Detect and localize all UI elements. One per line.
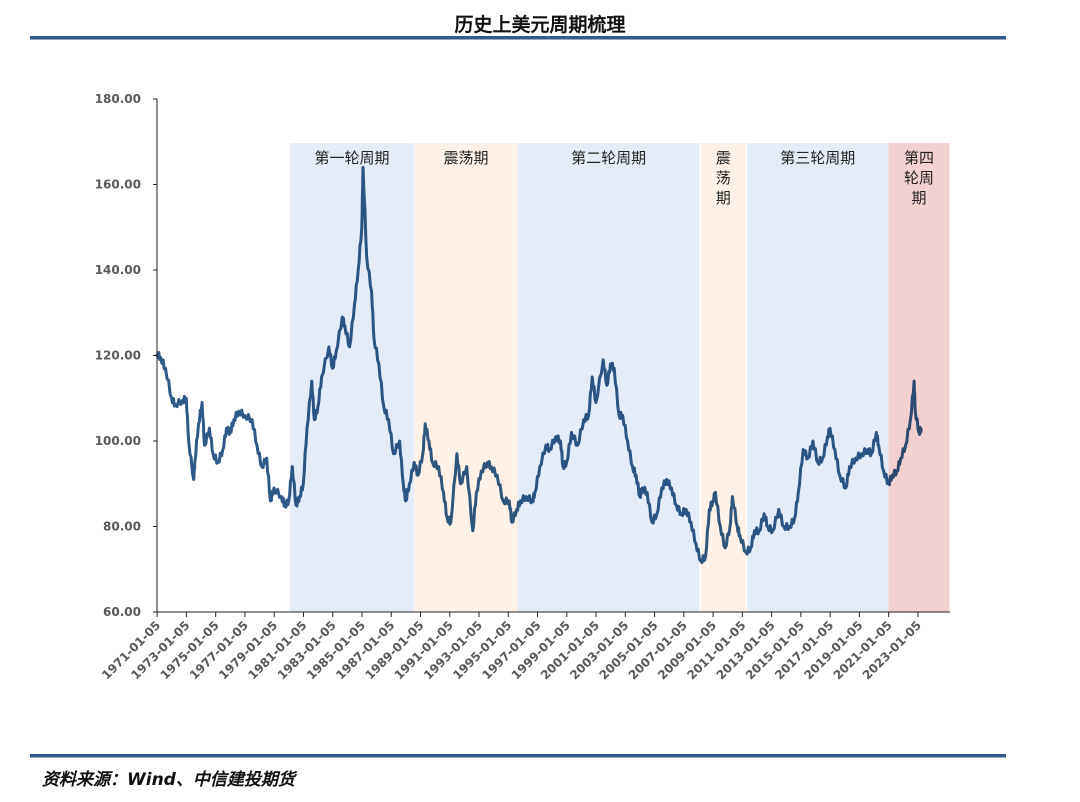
title-divider <box>30 36 1006 40</box>
y-tick-label: 80.00 <box>103 520 141 534</box>
band-2 <box>414 143 518 612</box>
band-label: 第一轮周期 <box>314 149 390 168</box>
band-label: 第二轮周期 <box>571 149 647 168</box>
band-label: 震荡期 <box>715 149 731 208</box>
band-label: 第三轮周期 <box>780 149 856 168</box>
band-4 <box>700 143 746 612</box>
footer-divider <box>30 754 1006 758</box>
y-tick-label: 180.00 <box>95 92 141 106</box>
band-6 <box>888 143 950 612</box>
band-label: 第四轮周期 <box>903 149 934 208</box>
band-1 <box>289 143 415 612</box>
page-title: 历史上美元周期梳理 <box>454 14 626 36</box>
band-3 <box>517 143 700 612</box>
y-tick-label: 140.00 <box>95 263 141 277</box>
band-label: 震荡期 <box>443 149 489 168</box>
y-tick-label: 160.00 <box>95 178 141 192</box>
y-tick-label: 100.00 <box>95 434 141 448</box>
source-note: 资料来源：Wind、中信建投期货 <box>42 770 295 790</box>
y-tick-label: 60.00 <box>103 605 141 619</box>
band-5 <box>747 143 889 612</box>
y-tick-label: 120.00 <box>95 349 141 363</box>
